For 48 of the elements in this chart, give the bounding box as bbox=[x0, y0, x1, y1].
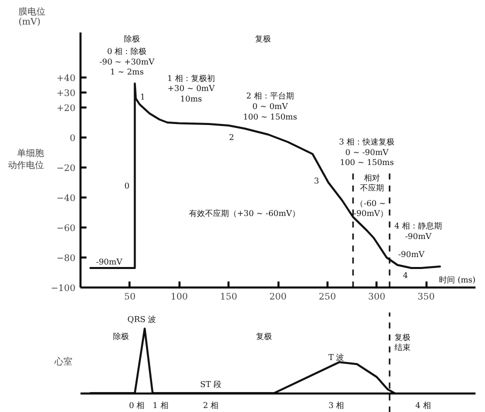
annotation: 复极 bbox=[256, 332, 272, 341]
annotation: 0 相：除极 -90 ~ +30mV 1 ~ 2ms bbox=[99, 46, 155, 77]
annotation: 3 bbox=[314, 176, 320, 186]
x-tick-label: 100 bbox=[170, 292, 188, 302]
annotation: ST 段 bbox=[200, 380, 222, 389]
x-tick-label: 250 bbox=[318, 292, 336, 302]
x-tick-label: 350 bbox=[418, 292, 435, 302]
x-tick-label: 50 bbox=[124, 292, 136, 302]
text: QRS 波 bbox=[127, 315, 156, 324]
annotation: 有效不应期（+30 ~ -60mV） bbox=[188, 209, 300, 218]
y-tick-label: −100 bbox=[50, 284, 76, 294]
annotation: 复极结束 bbox=[394, 332, 410, 352]
text: 单细胞动作电位 bbox=[8, 148, 44, 171]
annotation: （-60 ~ -90mV） bbox=[354, 198, 388, 218]
annotation: 复极 bbox=[255, 34, 272, 44]
annotation: 2 相：平台期 0 ~ 0mV 100 ~ 150ms bbox=[243, 92, 298, 122]
text: 0 相 bbox=[128, 401, 145, 410]
y-tick-label: −40 bbox=[56, 194, 76, 204]
x-axis-title: 时间 (ms) bbox=[439, 275, 476, 284]
x-tick-label: 150 bbox=[220, 292, 238, 302]
annotation: T 波 bbox=[328, 353, 344, 362]
annotation: 3 相：快速复极 0 ~ -90mV 100 ~ 150ms bbox=[339, 138, 395, 168]
y-tick-label: 0 bbox=[70, 134, 76, 144]
annotation: 4 bbox=[402, 270, 408, 280]
annotation: 相对不应期 bbox=[360, 173, 384, 193]
y-tick-label: +40 bbox=[56, 74, 76, 84]
y-tick-label: −20 bbox=[56, 164, 76, 174]
annotation: -90mV bbox=[96, 258, 122, 266]
y-axis-title: 膜电位 (mV) bbox=[18, 6, 46, 28]
annotation: 除极 bbox=[112, 332, 129, 341]
annotation: 除极 bbox=[124, 34, 140, 44]
text: 4 相 bbox=[415, 401, 431, 410]
y-tick-label: −60 bbox=[56, 224, 76, 234]
annotation: -90mV bbox=[398, 250, 425, 259]
annotation: 0 bbox=[124, 182, 130, 190]
annotation: 2 bbox=[229, 133, 234, 142]
x-tick-label: 300 bbox=[368, 292, 386, 302]
annotation: 4 相：静息期 -90mV bbox=[394, 222, 442, 242]
text: 3 相 bbox=[328, 401, 344, 410]
annotation: 1 bbox=[140, 92, 146, 102]
annotation: 1 相：复极初 +30 ~ 0mV 10ms bbox=[167, 74, 215, 104]
y-tick-label: +30 bbox=[56, 89, 76, 99]
y-tick-label: +20 bbox=[56, 104, 76, 114]
x-tick-label: 200 bbox=[269, 292, 287, 302]
text: 1 相 bbox=[152, 401, 168, 410]
text: 心室 bbox=[54, 356, 72, 368]
y-tick-label: −80 bbox=[56, 254, 76, 264]
text: 2 相 bbox=[203, 401, 219, 410]
